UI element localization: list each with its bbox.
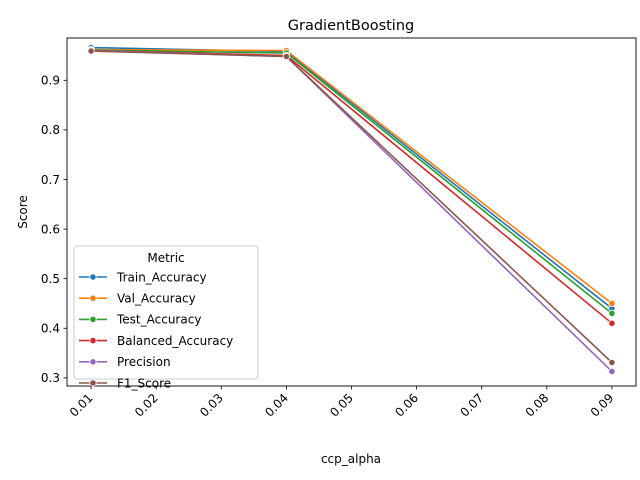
y-axis-ticks: 0.3 0.4 0.5 0.6 0.7 0.8 0.9 bbox=[41, 74, 67, 385]
data-point-test-accuracy bbox=[608, 309, 616, 317]
legend-box bbox=[73, 245, 259, 380]
data-point-val-accuracy bbox=[608, 299, 616, 308]
chart-title: GradientBoosting bbox=[288, 18, 414, 34]
legend-label: Train_Accuracy bbox=[116, 270, 207, 284]
y-tick-label: 0.4 bbox=[41, 322, 60, 336]
legend-items: Train_Accuracy Val_Accuracy Test_Accuracy B… bbox=[79, 270, 233, 390]
x-axis-label: ccp_alpha bbox=[321, 452, 381, 466]
legend-label: Precision bbox=[117, 355, 171, 369]
legend-marker-swatch bbox=[89, 273, 97, 281]
legend-item-val-accuracy: Val_Accuracy bbox=[79, 292, 196, 306]
series-layer bbox=[87, 43, 616, 376]
y-tick-label: 0.7 bbox=[41, 173, 60, 187]
y-tick-label: 0.6 bbox=[41, 222, 60, 236]
plot-area-frame bbox=[66, 37, 637, 387]
legend-item-test-accuracy: Test_Accuracy bbox=[79, 313, 201, 327]
legend-marker-swatch bbox=[89, 294, 97, 302]
legend-label: F1_Score bbox=[117, 376, 171, 390]
legend-item-train-accuracy: Train_Accuracy bbox=[79, 270, 207, 284]
data-point-f1-score bbox=[87, 47, 95, 55]
y-tick-label: 0.5 bbox=[41, 272, 60, 286]
y-axis-label: Score bbox=[16, 195, 30, 229]
legend-marker-swatch bbox=[89, 358, 97, 366]
legend-label: Balanced_Accuracy bbox=[117, 334, 233, 348]
data-point-balanced-accuracy bbox=[608, 319, 616, 327]
data-point-f1-score bbox=[608, 358, 616, 367]
legend-marker-swatch bbox=[89, 315, 97, 323]
data-point-precision bbox=[608, 367, 616, 376]
legend-item-precision: Precision bbox=[79, 355, 171, 369]
data-point-f1-score bbox=[282, 52, 290, 61]
legend-marker-swatch bbox=[89, 336, 97, 345]
legend: Metric Train_Accuracy Val_Accuracy Test_Ac… bbox=[73, 245, 259, 390]
y-tick-label: 0.8 bbox=[41, 123, 60, 137]
legend-title: Metric bbox=[147, 251, 184, 265]
legend-marker-swatch bbox=[89, 379, 97, 387]
y-tick-label: 0.9 bbox=[41, 74, 60, 88]
legend-label: Test_Accuracy bbox=[116, 313, 201, 327]
legend-item-f1-score: F1_Score bbox=[79, 376, 171, 390]
legend-item-balanced-accuracy: Balanced_Accuracy bbox=[79, 334, 233, 348]
legend-label: Val_Accuracy bbox=[117, 292, 196, 306]
y-tick-label: 0.3 bbox=[41, 371, 60, 385]
